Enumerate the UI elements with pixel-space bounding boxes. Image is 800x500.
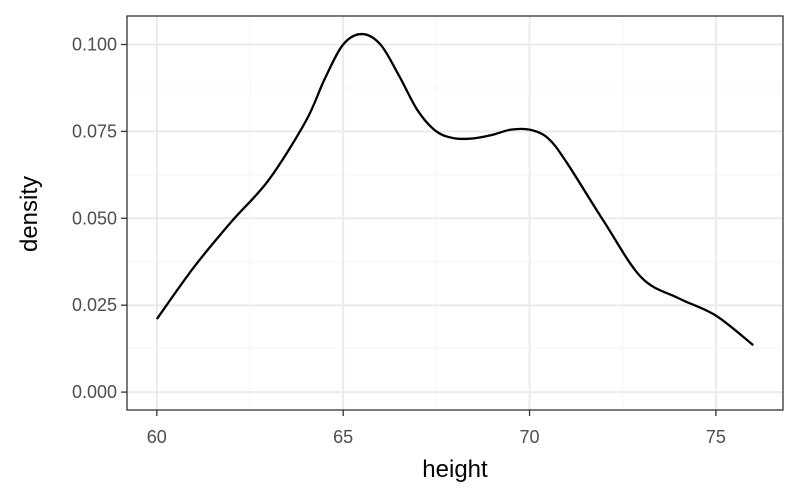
y-tick-label: 0.050 [72, 208, 117, 228]
plot-panel-background [127, 16, 783, 410]
x-tick-label: 70 [520, 427, 540, 447]
x-axis-title: height [422, 456, 488, 483]
y-tick-label: 0.100 [72, 35, 117, 55]
x-tick-label: 65 [333, 427, 353, 447]
x-tick-label: 60 [147, 427, 167, 447]
x-tick-label: 75 [706, 427, 726, 447]
y-axis-title: density [16, 176, 43, 252]
y-tick-label: 0.075 [72, 121, 117, 141]
y-tick-label: 0.000 [72, 382, 117, 402]
plot-panel-border [126, 15, 784, 411]
density-curve [155, 32, 754, 347]
y-tick-label: 0.025 [72, 295, 117, 315]
